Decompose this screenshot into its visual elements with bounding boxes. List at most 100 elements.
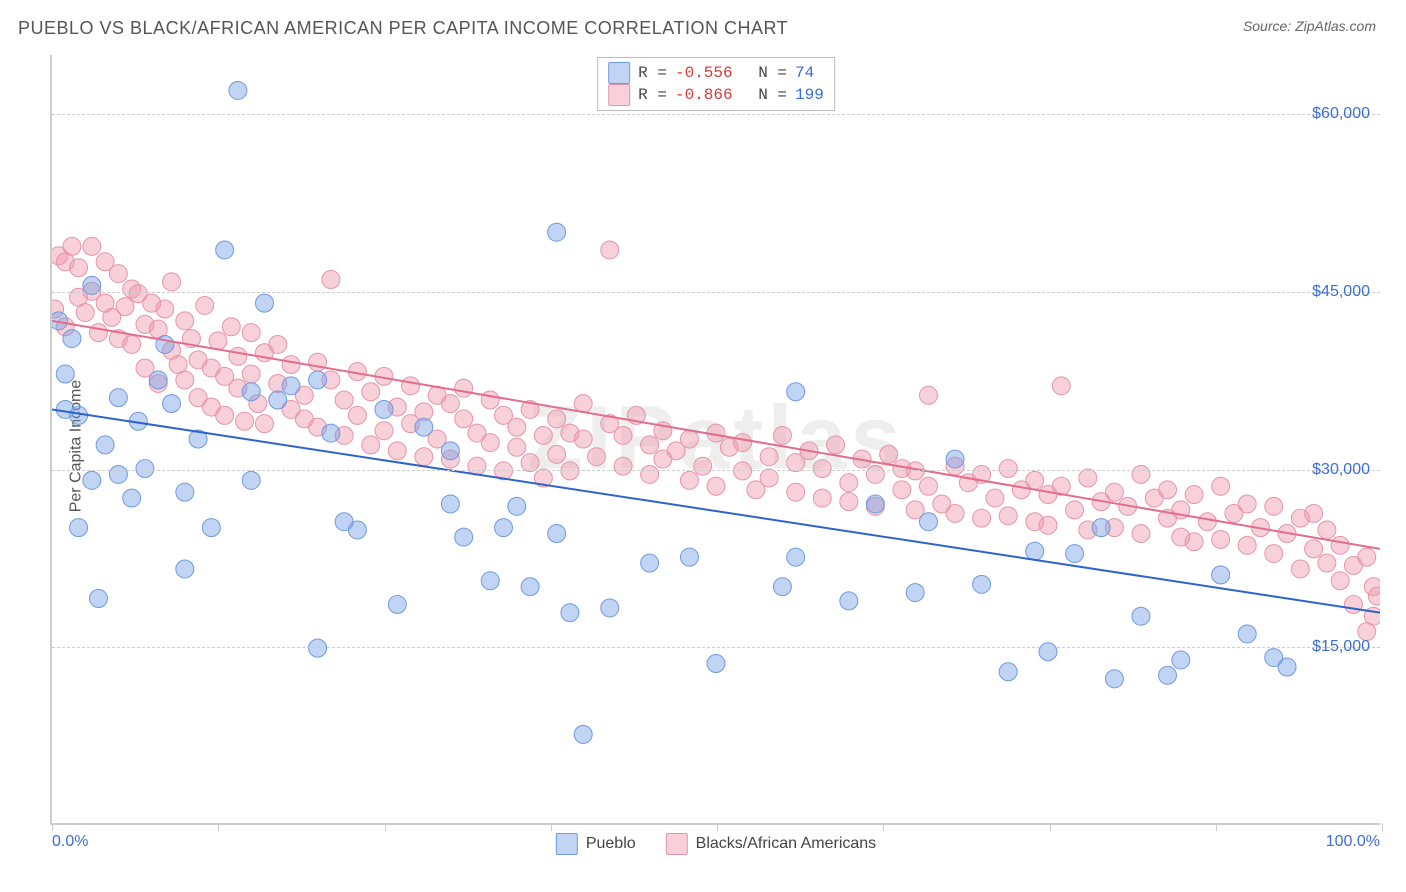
data-point: [222, 318, 240, 336]
data-point: [1265, 497, 1283, 515]
n-label: N =: [758, 86, 787, 104]
data-point: [455, 410, 473, 428]
data-point: [1132, 607, 1150, 625]
data-point: [455, 379, 473, 397]
legend-row-pueblo: R = -0.556 N = 74: [608, 62, 824, 84]
data-point: [574, 725, 592, 743]
gridline: [52, 647, 1380, 648]
data-point: [574, 395, 592, 413]
data-point: [242, 324, 260, 342]
data-point: [322, 424, 340, 442]
gridline: [52, 470, 1380, 471]
data-point: [136, 460, 154, 478]
data-point: [441, 395, 459, 413]
data-point: [1052, 377, 1070, 395]
data-point: [123, 489, 141, 507]
data-point: [680, 471, 698, 489]
data-point: [481, 434, 499, 452]
n-label: N =: [758, 64, 787, 82]
data-point: [601, 241, 619, 259]
data-point: [1092, 519, 1110, 537]
data-point: [1066, 545, 1084, 563]
data-point: [269, 336, 287, 354]
data-point: [1026, 542, 1044, 560]
data-point: [906, 584, 924, 602]
data-point: [508, 438, 526, 456]
data-point: [309, 371, 327, 389]
data-point: [508, 497, 526, 515]
data-point: [999, 460, 1017, 478]
legend-correlation: R = -0.556 N = 74 R = -0.866 N = 199: [597, 57, 835, 111]
data-point: [548, 223, 566, 241]
plot-area: ZIPatlas R = -0.556 N = 74 R = -0.866 N …: [50, 55, 1380, 825]
data-point: [760, 469, 778, 487]
data-point: [614, 457, 632, 475]
ytick-label: $30,000: [1312, 461, 1370, 479]
data-point: [1198, 513, 1216, 531]
swatch-pueblo-bottom: [556, 833, 578, 855]
data-point: [176, 483, 194, 501]
data-point: [787, 483, 805, 501]
data-point: [866, 465, 884, 483]
data-point: [1305, 540, 1323, 558]
data-point: [375, 400, 393, 418]
data-point: [614, 426, 632, 444]
data-point: [83, 471, 101, 489]
legend-item-pueblo: Pueblo: [556, 833, 636, 855]
data-point: [441, 442, 459, 460]
data-point: [548, 525, 566, 543]
data-point: [734, 434, 752, 452]
swatch-black: [608, 84, 630, 106]
data-point: [1331, 572, 1349, 590]
data-point: [63, 330, 81, 348]
gridline: [52, 292, 1380, 293]
data-point: [70, 519, 88, 537]
data-point: [402, 377, 420, 395]
data-point: [919, 386, 937, 404]
legend-row-black: R = -0.866 N = 199: [608, 84, 824, 106]
xtick: [883, 823, 884, 831]
data-point: [561, 462, 579, 480]
data-point: [70, 259, 88, 277]
data-point: [1344, 595, 1362, 613]
data-point: [96, 436, 114, 454]
data-point: [1026, 471, 1044, 489]
data-point: [548, 445, 566, 463]
data-point: [149, 371, 167, 389]
data-point: [1278, 658, 1296, 676]
data-point: [388, 442, 406, 460]
data-point: [1305, 504, 1323, 522]
data-point: [1185, 533, 1203, 551]
data-point: [999, 507, 1017, 525]
data-point: [973, 575, 991, 593]
chart-container: PUEBLO VS BLACK/AFRICAN AMERICAN PER CAP…: [0, 0, 1406, 892]
data-point: [495, 519, 513, 537]
data-point: [641, 436, 659, 454]
data-point: [255, 294, 273, 312]
data-point: [561, 604, 579, 622]
data-point: [986, 489, 1004, 507]
data-point: [840, 474, 858, 492]
data-point: [574, 430, 592, 448]
data-point: [362, 383, 380, 401]
data-point: [1212, 530, 1230, 548]
data-point: [56, 365, 74, 383]
data-point: [866, 495, 884, 513]
data-point: [63, 237, 81, 255]
data-point: [773, 578, 791, 596]
data-point: [89, 324, 107, 342]
data-point: [548, 410, 566, 428]
data-point: [415, 418, 433, 436]
data-point: [641, 554, 659, 572]
data-point: [1039, 643, 1057, 661]
data-point: [441, 495, 459, 513]
data-point: [1238, 495, 1256, 513]
data-point: [209, 332, 227, 350]
data-point: [1265, 545, 1283, 563]
data-point: [1105, 483, 1123, 501]
data-point: [893, 481, 911, 499]
data-point: [534, 426, 552, 444]
data-point: [89, 590, 107, 608]
data-point: [694, 457, 712, 475]
r-value-pueblo: -0.556: [675, 64, 733, 82]
